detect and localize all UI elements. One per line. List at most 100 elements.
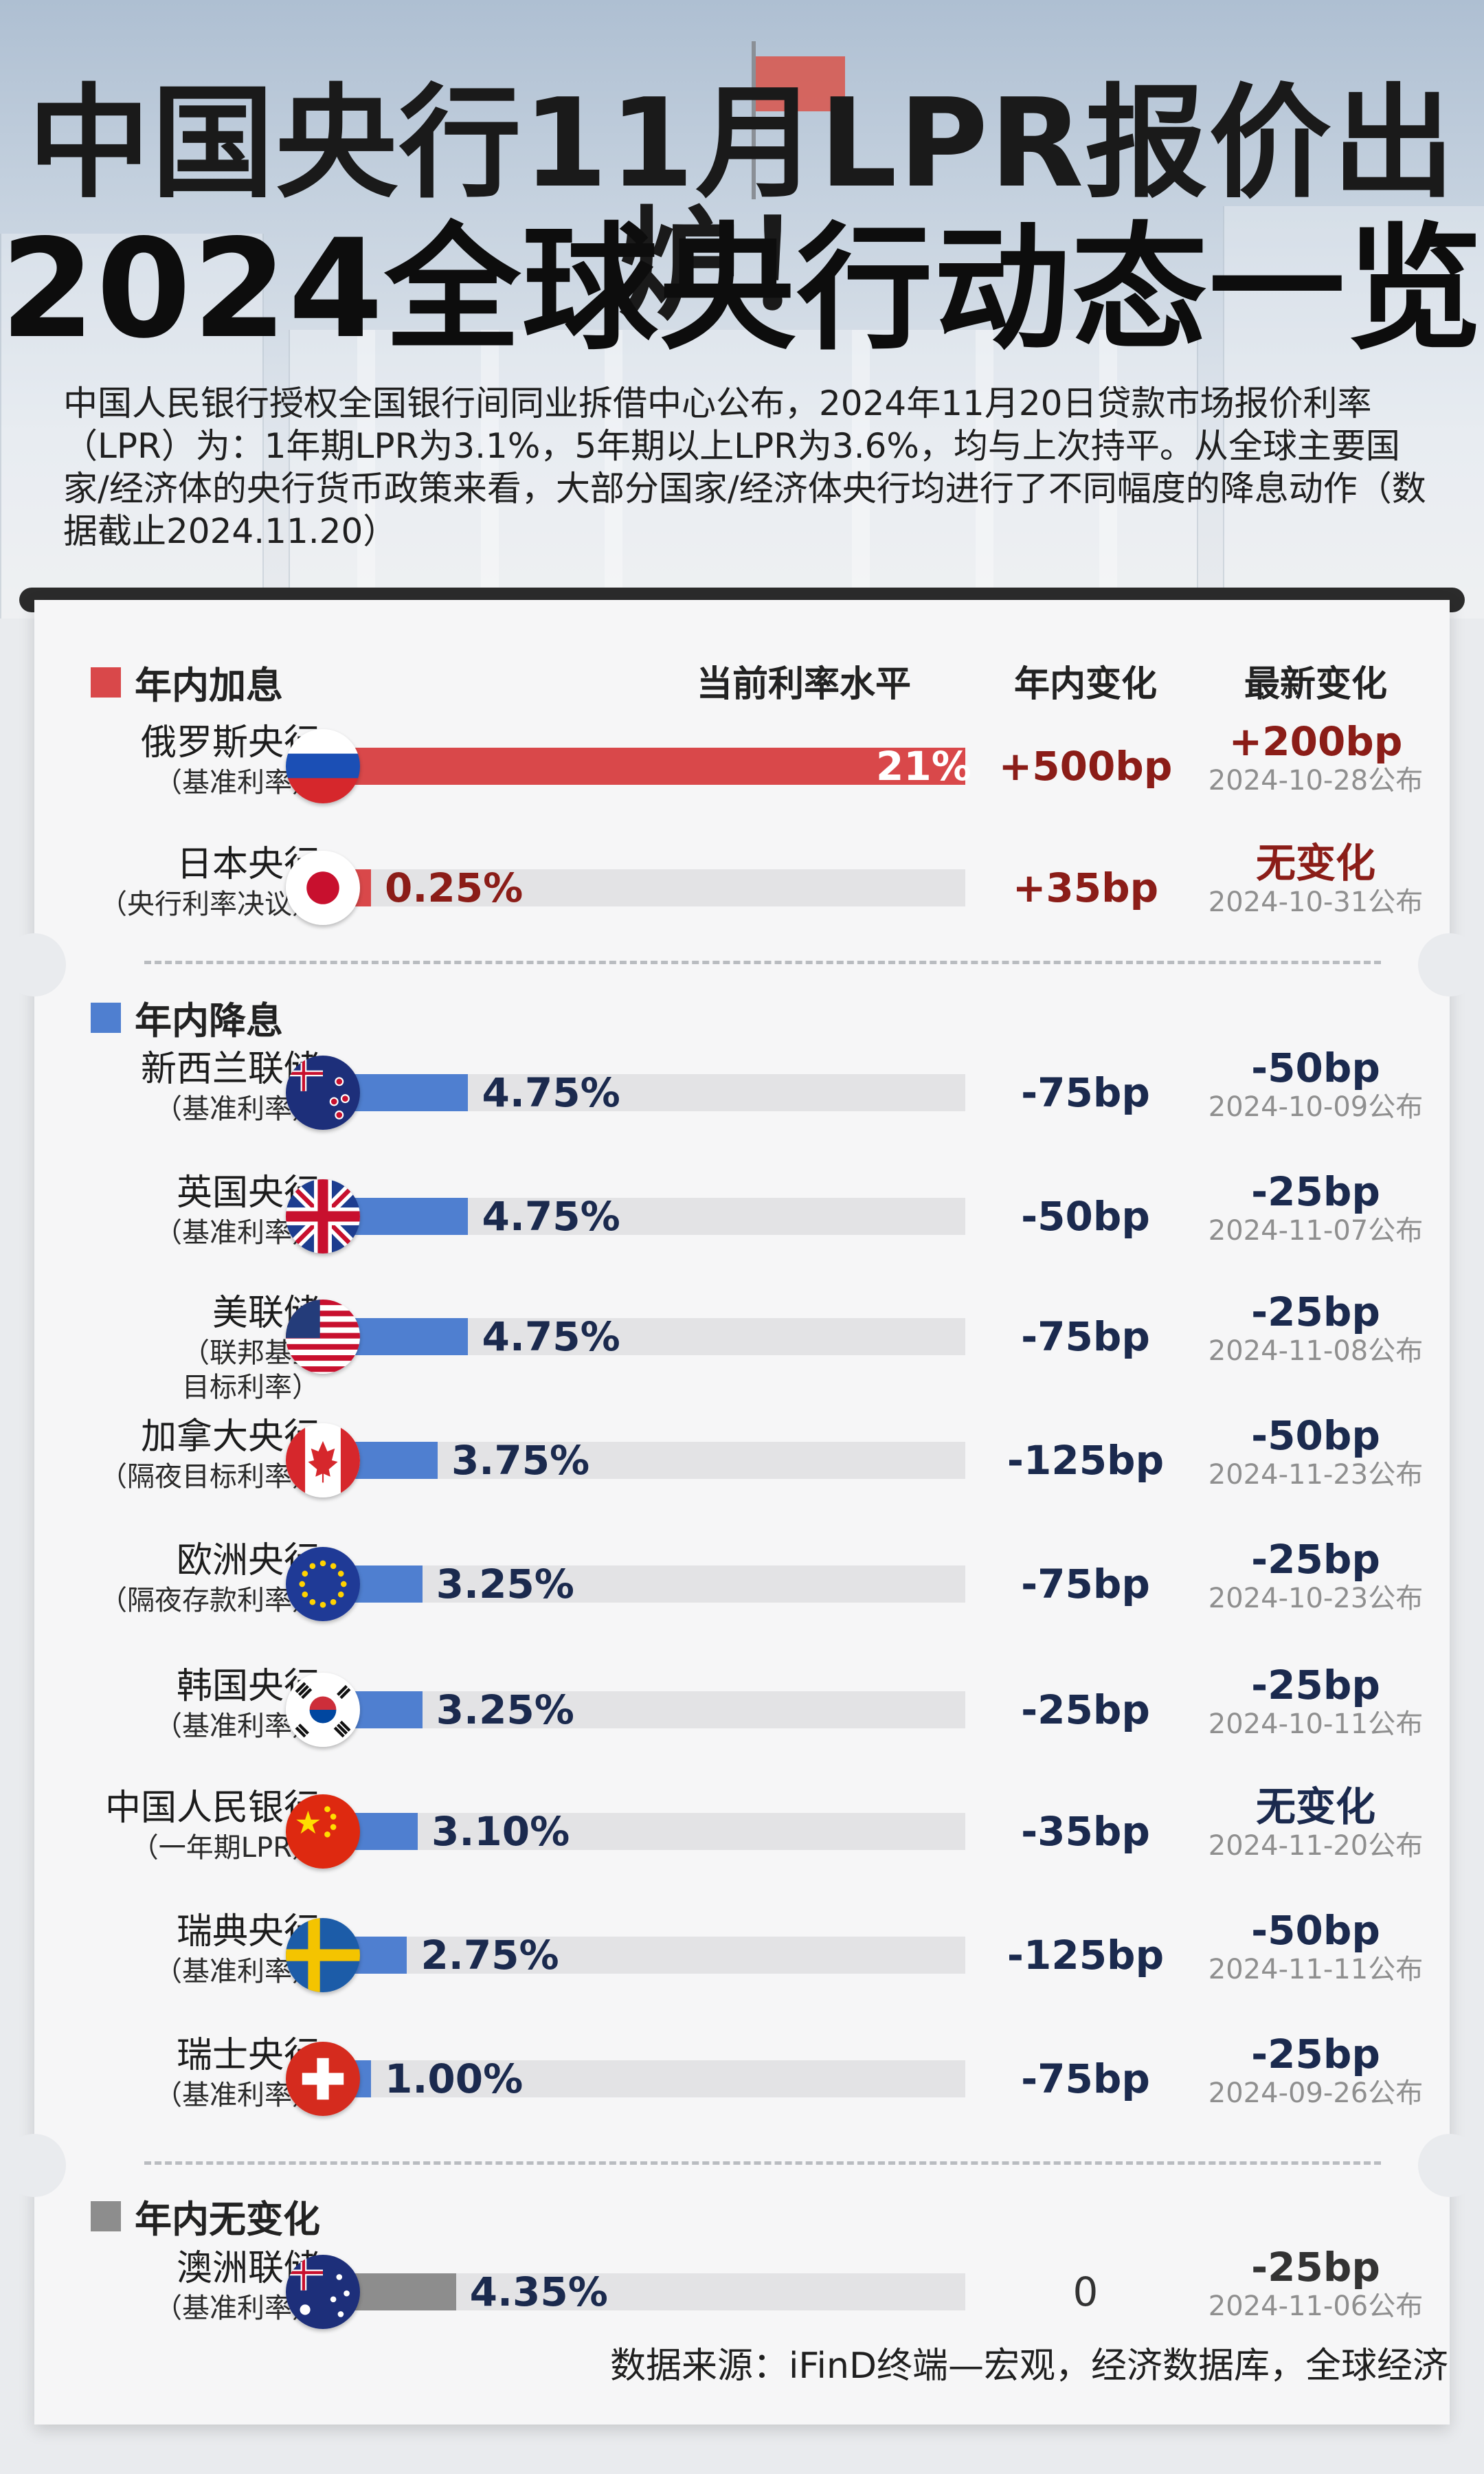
bar-track [323,1565,965,1603]
latest-change: -25bp [1251,1536,1380,1583]
rate-value-label: 3.10% [431,1808,570,1855]
bank-name: 中国人民银行 [104,1787,319,1829]
ticket-notch [3,933,66,996]
ytd-change: -75bp [1021,2055,1150,2102]
section-flat-text: 年内无变化 [135,2198,320,2241]
rate-type-label: （隔夜存款利率） [100,1585,319,1616]
latest-change: -50bp [1251,1045,1380,1091]
rate-value-label: 4.75% [482,1193,620,1240]
ytd-change: +500bp [998,743,1173,790]
section-label-cut: 年内降息 [91,990,283,1045]
bar-track [323,1813,965,1850]
rate-type-label: （央行利率决议） [100,889,319,920]
column-header-ytd: 年内变化 [1013,664,1157,705]
rate-value-label: 21% [876,743,971,790]
announcement-date: 2024-10-31公布 [1208,887,1424,918]
section-hike-text: 年内加息 [135,664,283,707]
latest-change: -25bp [1251,1662,1380,1708]
australia-flag-icon [286,2255,360,2329]
latest-change: -25bp [1251,2244,1380,2291]
us-flag-icon [286,1300,360,1374]
page-title-line2: 2024全球央行动态一览 [0,210,1484,368]
bar-track [323,1198,965,1235]
announcement-date: 2024-11-08公布 [1208,1335,1424,1367]
column-header-latest: 最新变化 [1244,664,1387,705]
ytd-change: -125bp [1007,1932,1165,1979]
ytd-change: -75bp [1021,1561,1150,1607]
header-background [0,0,1484,618]
bar-track [323,1318,965,1355]
ticket-notch [1418,2134,1481,2197]
latest-change: -50bp [1251,1412,1380,1459]
eu-flag-icon [286,1547,360,1621]
ytd-change: 0 [1072,2269,1099,2315]
announcement-date: 2024-11-11公布 [1208,1954,1424,1985]
ytd-change: +35bp [1012,865,1159,911]
latest-change: -50bp [1251,1907,1380,1954]
bar-track [323,2060,965,2097]
section-cut-text: 年内降息 [135,999,283,1043]
announcement-date: 2024-11-20公布 [1208,1830,1424,1862]
japan-flag-icon [286,851,360,925]
rate-value-label: 3.75% [451,1437,590,1484]
intro-paragraph: 中国人民银行授权全国银行间同业拆借中心公布，2024年11月20日贷款市场报价利… [63,383,1426,551]
rate-card: 年内加息 年内降息 年内无变化 当前利率水平 年内变化 最新变化 俄罗斯央行 （基… [3,600,1481,2425]
sweden-flag-icon [286,1918,360,1992]
bar-hike [323,748,965,785]
latest-change: +200bp [1228,718,1403,765]
latest-change: 无变化 [1255,1783,1375,1830]
ytd-change: -75bp [1021,1313,1150,1360]
latest-change: 无变化 [1255,840,1375,887]
canada-flag-icon [286,1423,360,1497]
announcement-date: 2024-11-23公布 [1208,1459,1424,1491]
rate-type-label: （隔夜目标利率） [100,1461,319,1493]
ytd-change: -75bp [1021,1069,1150,1116]
data-source-note: 数据来源：iFinD终端—宏观，经济数据库，全球经济 [609,2345,1448,2387]
bar-track [323,1937,965,1974]
new-zealand-flag-icon [286,1056,360,1130]
russia-flag-icon [286,729,360,803]
ytd-change: -50bp [1021,1193,1150,1240]
rate-value-label: 2.75% [420,1932,559,1979]
hike-swatch [91,667,121,698]
bar-track [323,2273,965,2310]
rate-type-label: （联邦基金 目标利率） [182,1337,319,1403]
latest-change: -25bp [1251,1289,1380,1335]
announcement-date: 2024-09-26公布 [1208,2077,1424,2109]
uk-flag-icon [286,1179,360,1253]
bar-track [323,1691,965,1728]
flat-swatch [91,2200,121,2231]
rate-value-label: 4.75% [482,1313,620,1360]
rate-value-label: 4.75% [482,1069,620,1116]
ytd-change: -25bp [1021,1686,1150,1733]
page-title-line1: 中国央行11月LPR报价出炉！ [27,72,1457,337]
china-flag-icon [286,1794,360,1869]
column-header-current: 当前利率水平 [696,664,911,705]
section-divider [144,961,1381,964]
announcement-date: 2024-10-09公布 [1208,1091,1424,1123]
section-label-flat: 年内无变化 [91,2189,320,2243]
latest-change: -25bp [1251,1168,1380,1215]
announcement-date: 2024-10-28公布 [1208,765,1424,796]
section-label-hike: 年内加息 [91,655,283,709]
rate-value-label: 1.00% [385,2055,524,2102]
announcement-date: 2024-10-11公布 [1208,1708,1424,1740]
ticket-notch [3,2134,66,2197]
latest-change: -25bp [1251,2031,1380,2077]
rate-value-label: 3.25% [436,1561,574,1607]
section-divider [144,2161,1381,2165]
bar-track [323,748,965,785]
bar-track [323,1074,965,1111]
rate-value-label: 3.25% [436,1686,574,1733]
ytd-change: -125bp [1007,1437,1165,1484]
ticket-notch [1418,933,1481,996]
announcement-date: 2024-11-07公布 [1208,1215,1424,1247]
announcement-date: 2024-10-23公布 [1208,1583,1424,1614]
rate-value-label: 4.35% [469,2269,608,2315]
korea-flag-icon [286,1673,360,1747]
cut-swatch [91,1002,121,1033]
bar-track [323,869,965,906]
bar-track [323,1442,965,1479]
switzerland-flag-icon [286,2042,360,2116]
ytd-change: -35bp [1021,1808,1150,1855]
